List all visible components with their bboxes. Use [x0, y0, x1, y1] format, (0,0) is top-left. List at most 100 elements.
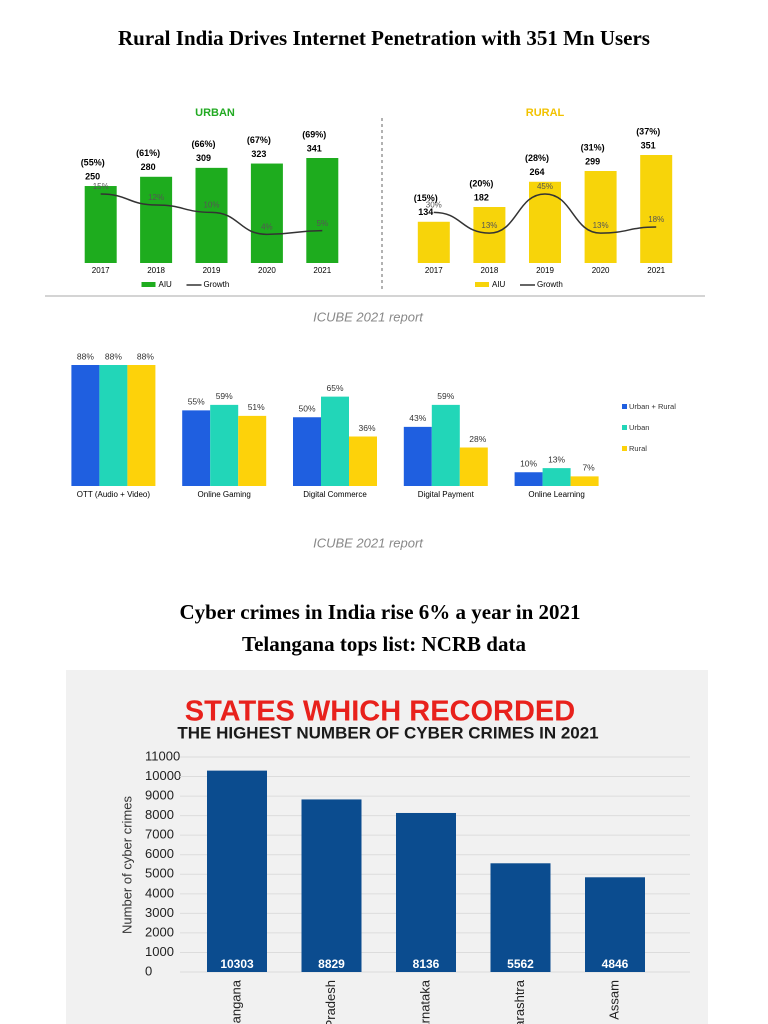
- value-label: 323: [251, 149, 266, 159]
- value-label: 59%: [216, 391, 233, 401]
- value-label: 28%: [469, 434, 486, 444]
- value-label: 10%: [520, 459, 537, 469]
- y-tick-label: 11000: [145, 748, 180, 763]
- x-tick-label: Karnataka: [417, 979, 432, 1024]
- y-axis-label: Number of cyber crimes: [119, 796, 134, 934]
- value-label: 10303: [220, 957, 254, 971]
- legend-swatch: [622, 446, 627, 451]
- bar: [210, 404, 239, 486]
- bar: [71, 365, 100, 486]
- value-label: 250: [85, 171, 100, 181]
- x-tick-label: 2017: [425, 266, 443, 275]
- heading: Cyber crimes in India rise 6% a year in …: [179, 600, 580, 624]
- legend-swatch: [622, 404, 627, 409]
- share-label: (31%): [581, 142, 605, 152]
- growth-label: 45%: [537, 182, 553, 191]
- share-label: (15%): [414, 193, 438, 203]
- chart-subtitle: THE HIGHEST NUMBER OF CYBER CRIMES IN 20…: [177, 723, 598, 742]
- x-tick-label: 2021: [647, 266, 665, 275]
- y-tick-label: 1000: [145, 944, 174, 959]
- legend-label: AIU: [492, 280, 506, 289]
- y-tick-label: 5000: [145, 866, 174, 881]
- bar: [182, 410, 211, 486]
- legend-label: Growth: [204, 280, 230, 289]
- y-tick-label: 10000: [145, 768, 181, 783]
- bar: [140, 176, 173, 263]
- share-label: (69%): [302, 129, 326, 139]
- y-tick-label: 0: [145, 963, 152, 978]
- caption: ICUBE 2021 report: [313, 309, 424, 324]
- legend-swatch: [622, 425, 627, 430]
- x-tick-label: 2020: [258, 266, 276, 275]
- value-label: 134: [418, 207, 433, 217]
- y-tick-label: 6000: [145, 846, 174, 861]
- bar: [542, 468, 571, 486]
- growth-label: 15%: [93, 182, 109, 191]
- value-label: 264: [529, 167, 544, 177]
- value-label: 59%: [437, 391, 454, 401]
- value-label: 341: [307, 143, 322, 153]
- bar: [321, 396, 349, 486]
- value-label: 36%: [358, 423, 375, 433]
- bar: [238, 415, 267, 486]
- value-label: 43%: [409, 413, 426, 423]
- bar: [570, 476, 599, 486]
- value-label: 7%: [582, 463, 595, 473]
- x-tick-label: Online Learning: [528, 490, 584, 499]
- bar: [349, 436, 377, 486]
- bar: [529, 181, 561, 263]
- growth-line: [433, 193, 657, 234]
- x-tick-label: Maharashtra: [512, 979, 527, 1024]
- growth-label: 18%: [648, 215, 664, 224]
- bar: [127, 365, 156, 486]
- share-label: (66%): [191, 139, 215, 149]
- bar: [293, 417, 321, 486]
- chart-title: STATES WHICH RECORDED: [185, 696, 575, 728]
- value-label: 351: [641, 140, 656, 150]
- y-tick-label: 7000: [145, 827, 174, 842]
- growth-label: 4%: [261, 222, 273, 231]
- heading: Telangana tops list: NCRB data: [242, 632, 526, 656]
- y-tick-label: 4000: [145, 885, 174, 900]
- value-label: 280: [141, 162, 156, 172]
- x-tick-label: Telangana: [228, 979, 243, 1024]
- value-label: 51%: [248, 402, 265, 412]
- legend-swatch: [475, 282, 489, 287]
- x-tick-label: Uttar Pradesh: [323, 980, 338, 1024]
- y-tick-label: 2000: [145, 924, 174, 939]
- value-label: 50%: [298, 404, 315, 414]
- bar: [207, 770, 267, 972]
- bar: [459, 447, 488, 486]
- value-label: 88%: [137, 351, 154, 361]
- bar: [403, 426, 432, 486]
- share-label: (37%): [636, 126, 660, 136]
- value-label: 88%: [105, 351, 122, 361]
- bar: [195, 167, 228, 263]
- chart-title: RURAL: [526, 107, 565, 119]
- bar: [584, 171, 617, 263]
- bar: [306, 158, 339, 263]
- growth-label: 13%: [481, 221, 497, 230]
- chart-title: URBAN: [195, 107, 235, 119]
- legend-label: Urban: [629, 423, 649, 432]
- x-tick-label: Digital Commerce: [303, 490, 367, 499]
- y-tick-label: 3000: [145, 905, 174, 920]
- value-label: 55%: [188, 397, 205, 407]
- bar: [250, 163, 283, 263]
- legend-label: Rural: [629, 444, 647, 453]
- bar: [473, 207, 506, 263]
- bar: [431, 404, 460, 486]
- bar: [514, 472, 543, 486]
- value-label: 4846: [602, 957, 629, 971]
- value-label: 13%: [548, 454, 565, 464]
- value-label: 8829: [318, 957, 345, 971]
- growth-label: 5%: [317, 219, 329, 228]
- bar: [84, 186, 117, 263]
- growth-label: 10%: [203, 200, 219, 209]
- bar: [490, 863, 551, 972]
- share-label: (55%): [81, 157, 105, 167]
- legend-label: Urban + Rural: [629, 402, 676, 411]
- y-tick-label: 8000: [145, 807, 174, 822]
- value-label: 299: [585, 156, 600, 166]
